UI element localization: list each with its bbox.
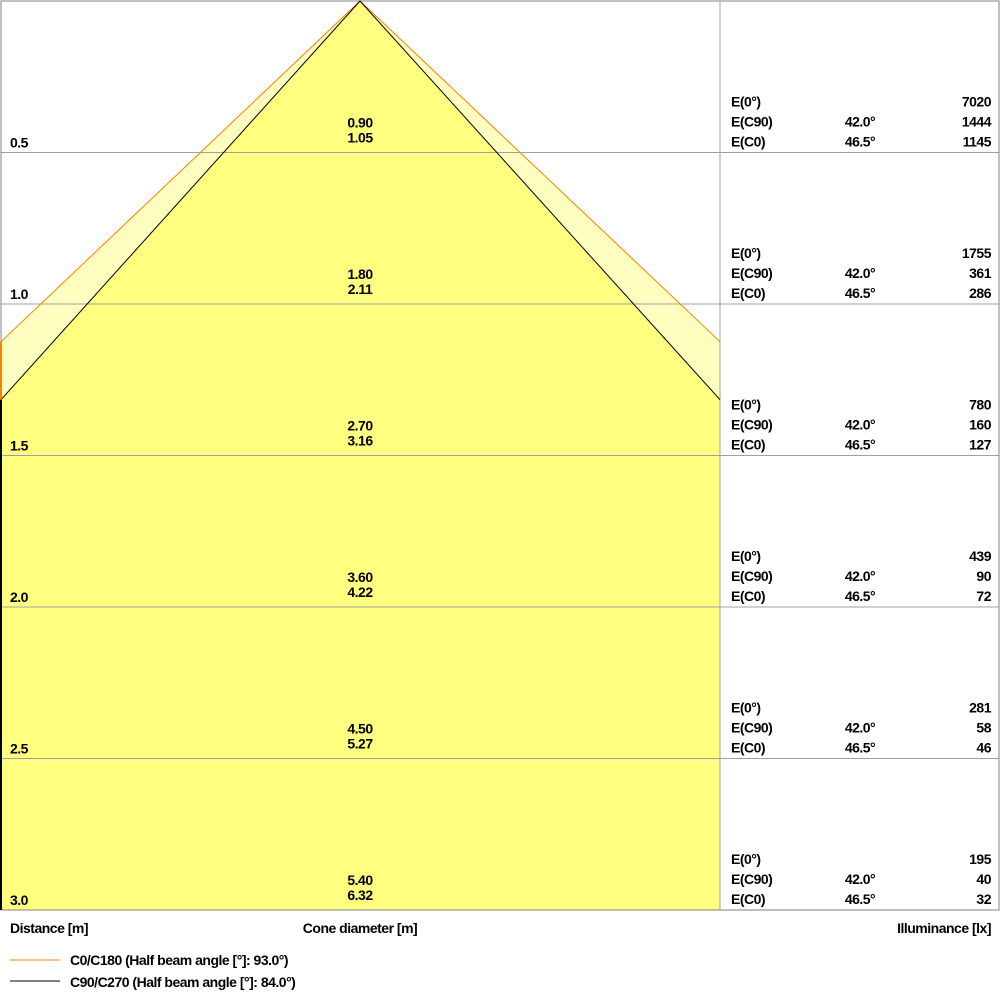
ec90-angle: 42.0° <box>845 720 875 736</box>
ec0-label: E(C0) <box>731 437 765 453</box>
ec0-angle: 46.5° <box>845 891 875 907</box>
legend-label-c90: C90/C270 (Half beam angle [°]: 84.0°) <box>70 974 295 990</box>
ec0-value: 286 <box>969 285 992 301</box>
ec0-angle: 46.5° <box>845 437 875 453</box>
e0-label: E(0°) <box>731 851 761 867</box>
distance-label: 1.5 <box>10 438 29 454</box>
ec90-angle: 42.0° <box>845 871 875 887</box>
ec90-label: E(C90) <box>731 417 772 433</box>
distance-label: 2.0 <box>10 589 29 605</box>
distance-label: 3.0 <box>10 892 29 908</box>
ec0-angle: 46.5° <box>845 740 875 756</box>
ec90-value: 1444 <box>962 114 992 130</box>
ec90-label: E(C90) <box>731 871 772 887</box>
ec0-value: 46 <box>976 740 991 756</box>
e0-value: 780 <box>969 397 992 413</box>
ec90-angle: 42.0° <box>845 568 875 584</box>
distance-axis-label: Distance [m] <box>10 920 88 936</box>
cone-diameter-c0: 4.22 <box>347 584 373 600</box>
illuminance-axis-label: Illuminance [lx] <box>897 920 991 936</box>
e0-label: E(0°) <box>731 700 761 716</box>
legend-label-c0: C0/C180 (Half beam angle [°]: 93.0°) <box>70 952 288 968</box>
ec90-value: 160 <box>969 417 992 433</box>
cone-diameter-c0: 5.27 <box>347 736 373 752</box>
ec0-value: 72 <box>976 588 991 604</box>
e0-value: 195 <box>969 851 992 867</box>
ec0-label: E(C0) <box>731 740 765 756</box>
ec90-label: E(C90) <box>731 265 772 281</box>
distance-label: 0.5 <box>10 135 29 151</box>
ec90-label: E(C90) <box>731 114 772 130</box>
cone-diameter-c0: 3.16 <box>347 433 373 449</box>
ec90-angle: 42.0° <box>845 114 875 130</box>
ec0-angle: 46.5° <box>845 134 875 150</box>
ec90-angle: 42.0° <box>845 265 875 281</box>
cone-diameter-c90: 1.80 <box>347 266 373 282</box>
ec90-value: 90 <box>976 568 991 584</box>
cone-diameter-c90: 2.70 <box>347 418 373 434</box>
e0-value: 1755 <box>962 245 992 261</box>
ec90-label: E(C90) <box>731 720 772 736</box>
ec0-label: E(C0) <box>731 588 765 604</box>
ec0-value: 32 <box>976 891 991 907</box>
ec0-angle: 46.5° <box>845 588 875 604</box>
cone-diameter-c0: 2.11 <box>348 281 373 297</box>
cone-diameter-c90: 0.90 <box>347 115 373 131</box>
ec90-label: E(C90) <box>731 568 772 584</box>
cone-diameter-axis-label: Cone diameter [m] <box>303 920 417 936</box>
ec0-label: E(C0) <box>731 891 765 907</box>
ec90-angle: 42.0° <box>845 417 875 433</box>
cone-diameter-c0: 1.05 <box>347 130 373 146</box>
ec90-value: 58 <box>976 720 991 736</box>
e0-label: E(0°) <box>731 245 761 261</box>
ec0-value: 1145 <box>963 134 992 150</box>
cone-diameter-c0: 6.32 <box>347 887 373 903</box>
cone-diameter-c90: 5.40 <box>347 872 373 888</box>
e0-value: 281 <box>969 700 992 716</box>
e0-label: E(0°) <box>731 397 761 413</box>
ec90-value: 40 <box>976 871 991 887</box>
e0-label: E(0°) <box>731 548 761 564</box>
cone-diameter-c90: 3.60 <box>347 569 373 585</box>
e0-value: 439 <box>969 548 992 564</box>
ec0-label: E(C0) <box>731 285 765 301</box>
c90-c270-cone-line <box>0 0 721 401</box>
ec0-value: 127 <box>969 437 992 453</box>
ec0-angle: 46.5° <box>845 285 875 301</box>
distance-label: 2.5 <box>10 741 29 757</box>
ec90-value: 361 <box>969 265 992 281</box>
cone-diameter-c90: 4.50 <box>347 721 373 737</box>
ec0-label: E(C0) <box>731 134 765 150</box>
e0-label: E(0°) <box>731 94 761 110</box>
distance-label: 1.0 <box>10 286 29 302</box>
e0-value: 7020 <box>962 94 992 110</box>
